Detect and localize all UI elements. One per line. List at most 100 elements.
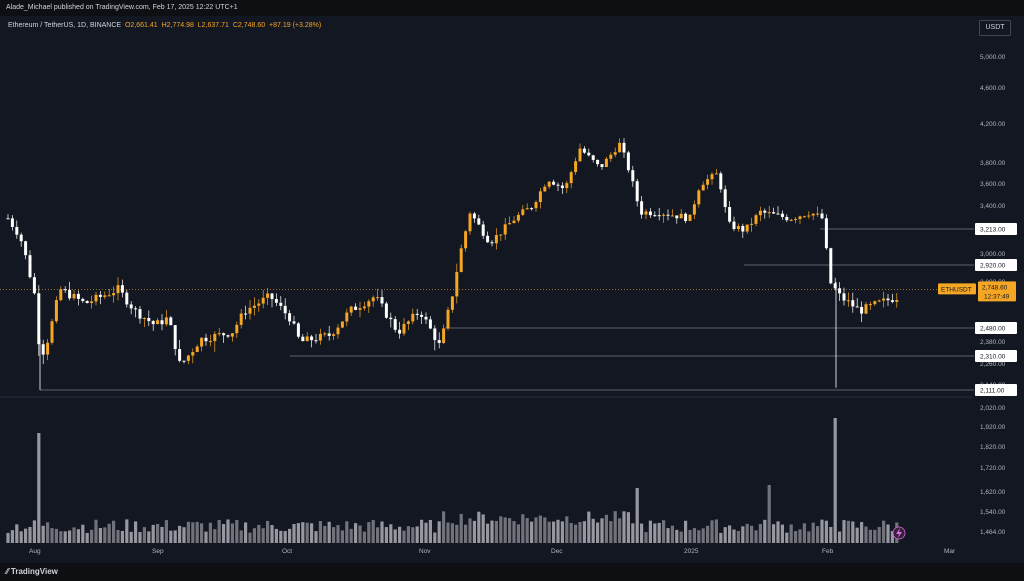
volume-bar — [767, 485, 771, 543]
legend-high: H2,774.98 — [161, 22, 194, 29]
candle-body — [107, 295, 111, 297]
volume-bar — [270, 525, 274, 543]
legend-low: L2,637.71 — [197, 22, 229, 29]
y-axis-tick: 3,400.00 — [980, 203, 1006, 210]
y-axis-tick: 3,000.00 — [980, 251, 1006, 258]
candle-body — [613, 152, 617, 155]
candle-body — [635, 181, 639, 202]
volume-bar — [191, 522, 195, 543]
candle-body — [767, 212, 771, 214]
candle-body — [860, 306, 864, 314]
candle-body — [204, 337, 208, 342]
volume-bar — [824, 520, 828, 543]
chart-area[interactable]: 5,000.00 4,600.00 4,200.00 3,800.00 3,600.00… — [0, 16, 1024, 563]
volume-bar — [745, 523, 749, 543]
candle-body — [446, 309, 450, 329]
volume-bar — [785, 532, 789, 543]
volume-bar — [222, 524, 226, 543]
candle-body — [186, 355, 190, 361]
currency-button[interactable]: USDT — [979, 20, 1011, 36]
candle-body — [120, 285, 124, 293]
candle-body — [587, 152, 591, 156]
volume-bar — [820, 519, 824, 543]
level-price-tag — [975, 259, 1017, 271]
candle-body — [851, 300, 855, 307]
volume-bar — [829, 526, 833, 543]
candle-body — [838, 288, 842, 294]
volume-bar — [41, 525, 45, 543]
candle-body — [252, 305, 256, 308]
candle-body — [398, 329, 402, 334]
candle-body — [138, 309, 142, 319]
volume-bar — [596, 522, 600, 543]
volume-bar — [178, 525, 182, 543]
candle-body — [380, 297, 384, 304]
candle-body — [459, 248, 463, 272]
candle-body — [54, 300, 58, 322]
y-axis-tick: 3,800.00 — [980, 160, 1006, 167]
candle-body — [802, 216, 806, 218]
volume-bar — [688, 529, 692, 543]
level-price-label: 2,111.00 — [980, 388, 1005, 395]
candle-body — [552, 181, 556, 185]
volume-bar — [846, 520, 850, 543]
volume-bar — [679, 531, 683, 543]
candle-body — [270, 293, 274, 300]
candle-body — [411, 313, 415, 322]
candle-body — [134, 308, 138, 310]
x-axis-tick: 2025 — [684, 548, 699, 555]
candle-body — [481, 224, 485, 236]
volume-bar — [384, 527, 388, 543]
candle-body — [406, 321, 410, 324]
x-axis-tick: Aug — [29, 548, 41, 555]
candle-body — [349, 306, 353, 313]
volume-bar — [182, 527, 186, 543]
candle-body — [37, 293, 41, 345]
volume-bar — [151, 524, 155, 543]
candle-body — [670, 215, 674, 217]
candle-body — [164, 317, 168, 325]
volume-bar — [587, 511, 591, 543]
volume-bar — [635, 488, 639, 543]
candle-body — [499, 234, 503, 236]
volume-bar — [59, 531, 63, 543]
candle-body — [745, 224, 749, 232]
candle-body — [684, 213, 688, 221]
volume-bar — [450, 523, 454, 543]
candle-body — [15, 226, 19, 235]
tradingview-logo-icon[interactable]: ⁄⁄ TradingView — [6, 567, 58, 576]
volume-bar — [741, 526, 745, 543]
candle-body — [890, 300, 894, 302]
symbol-legend: Ethereum / TetherUS, 1D, BINANCE O2,661.… — [8, 22, 321, 29]
last-price-label: 2,748.60 — [982, 284, 1008, 291]
volume-bar — [200, 523, 204, 543]
candle-body — [622, 142, 626, 153]
volume-bar — [129, 531, 133, 543]
volume-bar — [794, 531, 798, 543]
y-axis-tick: 3,600.00 — [980, 181, 1006, 188]
volume-bar — [494, 520, 498, 543]
volume-bar — [604, 514, 608, 543]
volume-bar — [367, 522, 371, 543]
y-axis-tick: 2,260.00 — [980, 361, 1006, 368]
volume-bar — [50, 528, 54, 543]
volume-bar — [499, 516, 503, 543]
volume-bar — [318, 521, 322, 543]
candle-body — [314, 340, 318, 342]
candle-body — [239, 313, 243, 325]
legend-close: C2,748.60 — [232, 22, 266, 29]
volume-bar — [626, 512, 630, 543]
volume-bar — [842, 520, 846, 543]
volume-bar — [261, 528, 265, 543]
candle-body — [662, 214, 666, 216]
volume-bar — [120, 530, 124, 543]
volume-bar — [116, 529, 120, 543]
chart-svg[interactable]: 5,000.00 4,600.00 4,200.00 3,800.00 3,600.00… — [0, 16, 1024, 563]
volume-bar — [868, 529, 872, 543]
candle-body — [886, 298, 890, 301]
candle-body — [182, 360, 186, 362]
volume-bar — [217, 519, 221, 543]
y-axis-tick: 5,000.00 — [980, 54, 1006, 61]
volume-bar — [640, 523, 644, 543]
candle-body — [98, 294, 102, 297]
